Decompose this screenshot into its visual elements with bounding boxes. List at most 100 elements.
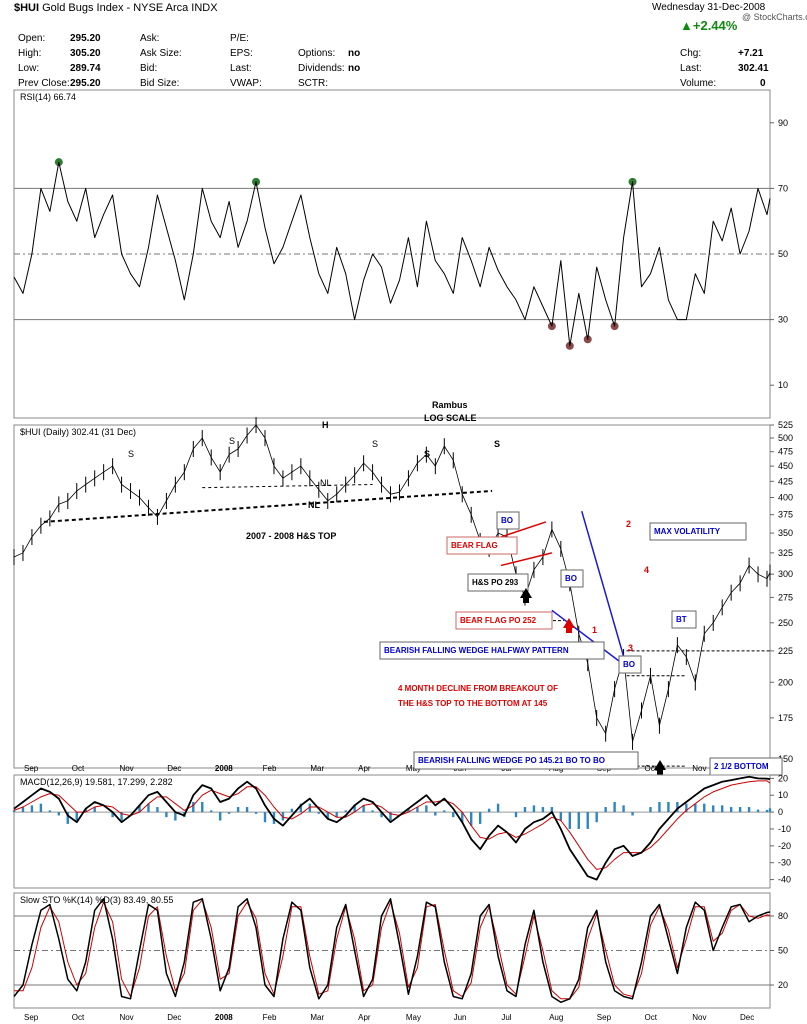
- macd-axis-tick-label: -20: [778, 841, 791, 851]
- macd-histogram-bar: [452, 812, 455, 818]
- macd-histogram-bar: [174, 812, 177, 821]
- upper-neckline: [202, 483, 373, 489]
- price-axis-tick-label: 275: [778, 592, 793, 602]
- quote-label: Bid Size:: [140, 78, 180, 89]
- macd-panel-frame: [13, 774, 771, 889]
- macd-histogram-bar: [48, 810, 52, 813]
- price-xtick-label: 2008: [215, 764, 233, 773]
- annotation-max-volatility: MAX VOLATILITY: [654, 527, 721, 536]
- sto-xtick-label: 2008: [215, 1013, 233, 1022]
- price-axis-tick-label: 250: [778, 618, 793, 628]
- annotation-bo-box: [618, 655, 642, 674]
- macd-histogram-bar: [254, 812, 258, 814]
- sto-legend: Slow STO %K(14) %D(3) 83.49, 80.55: [20, 895, 173, 905]
- rsi-legend: RSI(14) 66.74: [20, 92, 76, 102]
- macd-histogram-bar: [577, 812, 580, 829]
- bear-flag-line: [500, 552, 553, 567]
- rsi-axis-tick-label: 10: [778, 380, 788, 390]
- sto-xtick-label: May: [406, 1013, 421, 1022]
- quote-value: 295.20: [70, 78, 101, 89]
- price-axis-tick-label: 300: [778, 569, 793, 579]
- annotation-bo: BO: [501, 516, 513, 525]
- pattern-label: S: [229, 436, 235, 446]
- annotation-hs-po-box: [467, 573, 529, 592]
- price-xtick-label: Dec: [167, 764, 181, 773]
- macd-histogram-bar: [478, 812, 482, 824]
- quote-label: Options:: [298, 48, 336, 59]
- macd-histogram-bar: [326, 812, 329, 819]
- pattern-label: H: [322, 420, 329, 430]
- wedge-line: [581, 510, 628, 667]
- macd-histogram-bar: [658, 801, 661, 813]
- annotation-decline: THE H&S TOP TO THE BOTTOM AT 145: [398, 699, 548, 708]
- macd-histogram-bar: [712, 805, 715, 813]
- rsi-axis-tick-label: 70: [778, 183, 788, 193]
- macd-histogram-bar: [353, 805, 356, 813]
- sto-xtick-label: Dec: [167, 1013, 181, 1022]
- price-xtick-label: May: [406, 764, 421, 773]
- macd-histogram-bar: [236, 807, 240, 813]
- price-axis-tick-label: 175: [778, 713, 793, 723]
- price-legend: $HUI (Daily) 302.41 (31 Dec): [20, 427, 136, 437]
- macd-histogram-bar: [407, 808, 410, 813]
- price-axis-tick-label: 500: [778, 433, 793, 443]
- macd-histogram-bar: [201, 801, 204, 813]
- macd-histogram-bar: [192, 801, 195, 813]
- quote-value: no: [348, 48, 361, 59]
- price-axis-tick-label: 200: [778, 677, 793, 687]
- price-xtick-label: Apr: [358, 764, 371, 773]
- price-panel-frame: [13, 424, 771, 769]
- macd-histogram-bar: [595, 812, 598, 823]
- quote-label: Bid:: [140, 63, 158, 74]
- quote-label: Ask:: [140, 33, 160, 44]
- price-xtick-label: Oct: [645, 764, 658, 773]
- macd-histogram-bar: [604, 807, 607, 813]
- quote-label: Last:: [230, 63, 252, 74]
- annotation-bear-flag-po-box: [455, 611, 553, 630]
- arrow-up: [520, 588, 532, 598]
- annotation-bear-flag: BEAR FLAG: [451, 541, 498, 550]
- annotation-wedge-halfway: BEARISH FALLING WEDGE HALFWAY PATTERN: [384, 646, 569, 655]
- macd-line: [13, 775, 771, 881]
- annotation-wedge-po-box: [413, 751, 639, 770]
- sto-xtick-label: Jun: [454, 1013, 467, 1022]
- quote-label: Open:: [18, 33, 46, 44]
- sto-k-line: [13, 898, 771, 1004]
- rsi-axis-tick-label: 30: [778, 315, 788, 325]
- macd-histogram-bar: [227, 812, 231, 814]
- annotation-bottom: 2 1/2 BOTTOM: [714, 762, 769, 771]
- arrow-up-stem: [657, 769, 663, 775]
- pattern-label: 2007 - 2008 H&S TOP: [246, 531, 336, 541]
- macd-histogram-bar: [362, 805, 365, 813]
- annotation-bear-flag-box: [446, 536, 518, 555]
- pattern-label: 4: [644, 565, 649, 575]
- sto-xtick-label: Oct: [72, 1013, 85, 1022]
- annotation-bo: BO: [623, 660, 635, 669]
- pattern-label: S: [128, 449, 134, 459]
- macd-histogram-bar: [210, 810, 213, 813]
- quote-label: Ask Size:: [140, 48, 182, 59]
- price-axis-tick-label: 225: [778, 646, 793, 656]
- quote-value: 302.41: [738, 63, 769, 74]
- annotation-bo: BO: [565, 574, 577, 583]
- macd-histogram-bar: [12, 810, 16, 813]
- macd-histogram-bar: [308, 803, 312, 813]
- quote-label: High:: [18, 48, 42, 59]
- quote-label: Prev Close:: [18, 78, 70, 89]
- symbol-title: $HUI Gold Bugs Index - NYSE Arca INDX: [14, 2, 218, 14]
- macd-histogram-bar: [371, 810, 374, 813]
- price-axis-tick-label: 475: [778, 447, 793, 457]
- macd-histogram-bar: [523, 807, 527, 813]
- quote-value: 305.20: [70, 48, 101, 59]
- pattern-label: S: [372, 439, 378, 449]
- quote-label: Volume:: [680, 78, 717, 89]
- sto-xtick-label: Dec: [740, 1013, 754, 1022]
- macd-histogram-bar: [765, 809, 769, 813]
- price-xtick-label: Mar: [310, 764, 324, 773]
- macd-histogram-bar: [649, 807, 652, 813]
- quote-label: Low:: [18, 63, 40, 74]
- macd-histogram-bar: [335, 812, 338, 818]
- price-xtick-label: Nov: [119, 764, 133, 773]
- pattern-label: 2: [626, 519, 631, 529]
